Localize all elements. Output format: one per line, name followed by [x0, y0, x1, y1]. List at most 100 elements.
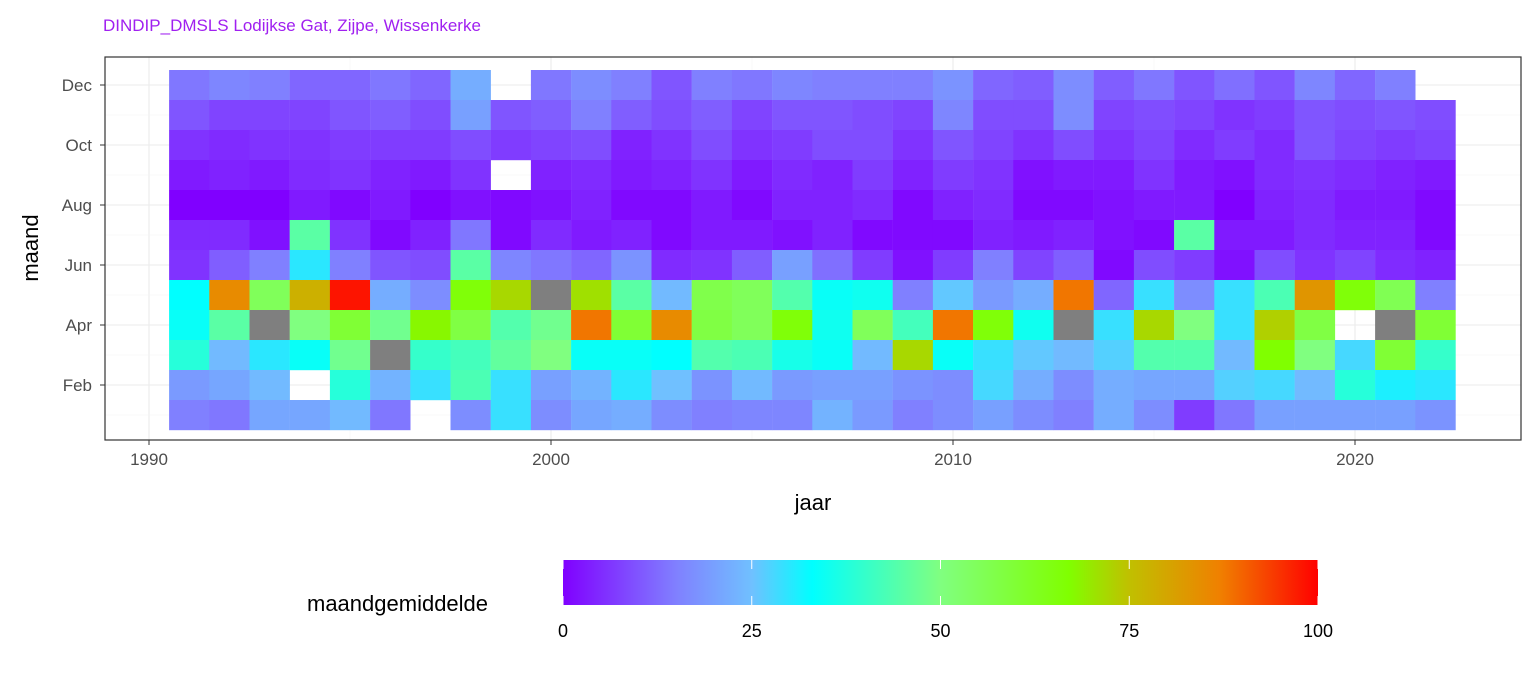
heatmap-cell — [691, 220, 733, 251]
heatmap-cell — [249, 280, 290, 311]
heatmap-cell — [530, 190, 572, 221]
heatmap-cell — [490, 220, 532, 251]
heatmap-cell — [772, 130, 813, 161]
y-tick-label: Apr — [66, 316, 93, 335]
heatmap-cell — [1415, 190, 1456, 221]
heatmap-cell — [1174, 70, 1215, 101]
heatmap-cell — [1294, 250, 1336, 281]
heatmap-cell — [731, 100, 773, 131]
heatmap-cell — [772, 250, 813, 281]
heatmap-cell — [209, 340, 250, 371]
heatmap-cell — [691, 190, 733, 221]
heatmap-cell — [1415, 130, 1456, 161]
heatmap-cell — [651, 70, 692, 101]
heatmap-cell — [772, 340, 813, 371]
heatmap-cell — [571, 340, 612, 371]
heatmap-cell — [209, 220, 250, 251]
heatmap-cell — [1093, 190, 1135, 221]
heatmap-cell — [1013, 220, 1054, 251]
heatmap-cell — [370, 310, 411, 341]
heatmap-cell — [611, 310, 652, 341]
x-axis-title: jaar — [794, 490, 832, 515]
heatmap-cell — [209, 310, 250, 341]
heatmap-cell — [571, 70, 612, 101]
heatmap-cell — [490, 400, 532, 431]
heatmap-cell — [530, 100, 572, 131]
heatmap-cell — [530, 250, 572, 281]
heatmap-cell — [289, 190, 331, 221]
heatmap-cell — [731, 190, 773, 221]
heatmap-cell — [1053, 280, 1094, 311]
heatmap-cell — [329, 130, 371, 161]
heatmap-cell — [169, 130, 210, 161]
heatmap-cell — [731, 160, 773, 191]
heatmap-cell — [1053, 190, 1094, 221]
heatmap-cell — [1334, 370, 1376, 401]
heatmap-cell — [289, 70, 331, 101]
heatmap-cell — [530, 70, 572, 101]
heatmap-cell — [530, 280, 572, 311]
heatmap-cell — [329, 310, 371, 341]
heatmap-cell — [611, 100, 652, 131]
legend-title: maandgemiddelde — [307, 591, 488, 616]
heatmap-cell — [932, 100, 974, 131]
heatmap-cell — [892, 340, 934, 371]
heatmap-cell — [1013, 340, 1054, 371]
heatmap-cell — [571, 130, 612, 161]
heatmap-cell — [1214, 190, 1255, 221]
heatmap-cell — [932, 400, 974, 431]
x-tick-label: 2010 — [934, 450, 972, 469]
heatmap-cell — [1093, 310, 1135, 341]
heatmap-cell — [611, 250, 652, 281]
heatmap-cell — [651, 370, 692, 401]
heatmap-cell — [1415, 340, 1456, 371]
heatmap-cell — [209, 70, 250, 101]
heatmap-cell — [209, 400, 250, 431]
heatmap-cell — [852, 190, 893, 221]
heatmap-cell — [1375, 250, 1416, 281]
heatmap-cell — [1254, 130, 1295, 161]
heatmap-cell — [1093, 100, 1135, 131]
heatmap-cell — [1093, 400, 1135, 431]
heatmap-cell — [329, 190, 371, 221]
heatmap-cell — [1174, 130, 1215, 161]
heatmap-cell — [530, 130, 572, 161]
heatmap-cell — [169, 70, 210, 101]
legend-tick-label: 0 — [558, 621, 568, 641]
heatmap-cell — [1334, 100, 1376, 131]
heatmap-cell — [1053, 100, 1094, 131]
heatmap-cell — [812, 370, 853, 401]
heatmap-cell — [1375, 310, 1416, 341]
heatmap-cell — [450, 220, 491, 251]
heatmap-cell — [1174, 250, 1215, 281]
y-axis: Feb Apr Jun Aug Oct Dec — [62, 76, 105, 395]
heatmap-cell — [1294, 370, 1336, 401]
heatmap-cell — [691, 100, 733, 131]
heatmap-cell — [1334, 250, 1376, 281]
heatmap-cell — [530, 310, 572, 341]
heatmap-cell — [289, 250, 331, 281]
heatmap-cell — [1294, 190, 1336, 221]
heatmap-cell — [490, 130, 532, 161]
heatmap-cell — [611, 190, 652, 221]
heatmap-cell — [973, 340, 1014, 371]
heatmap-cell — [249, 100, 290, 131]
heatmap-cell — [370, 280, 411, 311]
heatmap-cell — [651, 220, 692, 251]
heatmap-cell — [571, 310, 612, 341]
heatmap-cell — [209, 190, 250, 221]
heatmap-cell — [329, 280, 371, 311]
heatmap-cell — [1334, 340, 1376, 371]
heatmap-cell — [772, 370, 813, 401]
heatmap-cell — [1174, 190, 1215, 221]
heatmap-cell — [169, 190, 210, 221]
heatmap-cell — [410, 340, 451, 371]
heatmap-cell — [651, 400, 692, 431]
heatmap-cell — [329, 400, 371, 431]
heatmap-cell — [1375, 220, 1416, 251]
heatmap-cell — [1013, 160, 1054, 191]
y-tick-label: Jun — [65, 256, 92, 275]
heatmap-cell — [1254, 70, 1295, 101]
heatmap-cell — [1133, 310, 1175, 341]
